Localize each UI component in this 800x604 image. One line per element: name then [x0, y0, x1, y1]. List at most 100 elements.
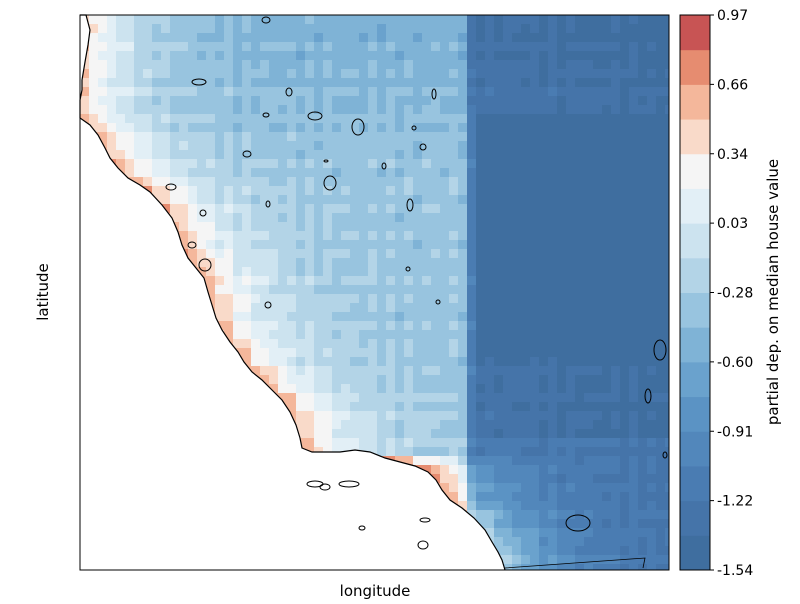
heatmap-cell — [665, 501, 669, 511]
heatmap-cell — [593, 96, 603, 106]
heatmap-cell — [566, 222, 576, 232]
heatmap-cell — [638, 312, 648, 322]
heatmap-cell — [476, 348, 486, 358]
heatmap-cell — [566, 483, 576, 493]
heatmap-cell — [611, 330, 621, 340]
heatmap-cell — [377, 150, 387, 160]
heatmap-cell — [638, 330, 648, 340]
heatmap-cell — [368, 69, 378, 79]
heatmap-cell — [521, 249, 531, 259]
heatmap-cell — [665, 510, 669, 520]
heatmap-cell — [395, 465, 405, 475]
heatmap-cell — [215, 474, 225, 484]
heatmap-cell — [314, 285, 324, 295]
heatmap-cell — [494, 393, 504, 403]
heatmap-cell — [449, 303, 459, 313]
heatmap-cell — [98, 222, 108, 232]
heatmap-cell — [98, 429, 108, 439]
heatmap-cell — [197, 519, 207, 529]
heatmap-cell — [89, 33, 99, 43]
heatmap-cell — [620, 285, 630, 295]
heatmap-cell — [593, 105, 603, 115]
heatmap-cell — [467, 366, 477, 376]
heatmap-cell — [611, 186, 621, 196]
heatmap-cell — [557, 330, 567, 340]
heatmap-cell — [134, 339, 144, 349]
heatmap-cell — [368, 276, 378, 286]
heatmap-cell — [440, 528, 450, 538]
heatmap-cell — [422, 105, 432, 115]
heatmap-cell — [431, 312, 441, 322]
heatmap-cell — [350, 33, 360, 43]
heatmap-cell — [548, 168, 558, 178]
heatmap-cell — [143, 51, 153, 61]
heatmap-cell — [98, 60, 108, 70]
heatmap-cell — [638, 240, 648, 250]
heatmap-cell — [179, 501, 189, 511]
heatmap-cell — [116, 267, 126, 277]
heatmap-cell — [224, 60, 234, 70]
heatmap-cell — [629, 123, 639, 133]
heatmap-cell — [161, 312, 171, 322]
heatmap-cell — [494, 537, 504, 547]
heatmap-cell — [80, 276, 90, 286]
heatmap-cell — [350, 204, 360, 214]
heatmap-cell — [134, 528, 144, 538]
heatmap-cell — [521, 276, 531, 286]
heatmap-cell — [278, 204, 288, 214]
heatmap-cell — [494, 249, 504, 259]
heatmap-cell — [206, 321, 216, 331]
heatmap-cell — [404, 186, 414, 196]
heatmap-cell — [611, 348, 621, 358]
heatmap-cell — [476, 366, 486, 376]
heatmap-cell — [458, 114, 468, 124]
heatmap-cell — [647, 150, 657, 160]
heatmap-cell — [377, 438, 387, 448]
heatmap-cell — [197, 114, 207, 124]
heatmap-cell — [557, 357, 567, 367]
heatmap-cell — [260, 15, 270, 25]
heatmap-cell — [170, 168, 180, 178]
heatmap-cell — [350, 312, 360, 322]
heatmap-cell — [314, 51, 324, 61]
heatmap-cell — [377, 393, 387, 403]
heatmap-cell — [116, 393, 126, 403]
heatmap-cell — [566, 33, 576, 43]
heatmap-cell — [602, 564, 612, 570]
heatmap-cell — [350, 177, 360, 187]
heatmap-cell — [188, 537, 198, 547]
heatmap-cell — [557, 96, 567, 106]
heatmap-cell — [548, 213, 558, 223]
heatmap-cell — [242, 87, 252, 97]
heatmap-cell — [251, 42, 261, 52]
heatmap-cell — [170, 519, 180, 529]
heatmap-cell — [287, 150, 297, 160]
heatmap-cell — [251, 492, 261, 502]
heatmap-cell — [458, 528, 468, 538]
heatmap-cell — [440, 456, 450, 466]
heatmap-cell — [206, 330, 216, 340]
heatmap-cell — [575, 195, 585, 205]
heatmap-cell — [413, 132, 423, 142]
heatmap-cell — [233, 123, 243, 133]
heatmap-cell — [485, 528, 495, 538]
heatmap-cell — [224, 213, 234, 223]
heatmap-cell — [638, 402, 648, 412]
heatmap-cell — [332, 564, 342, 570]
heatmap-cell — [269, 564, 279, 570]
heatmap-cell — [80, 456, 90, 466]
heatmap-cell — [512, 141, 522, 151]
heatmap-cell — [206, 339, 216, 349]
heatmap-cell — [188, 213, 198, 223]
heatmap-cell — [269, 231, 279, 241]
heatmap-cell — [404, 15, 414, 25]
heatmap-cell — [386, 447, 396, 457]
heatmap-cell — [620, 438, 630, 448]
heatmap-cell — [557, 483, 567, 493]
heatmap-cell — [611, 60, 621, 70]
heatmap-cell — [161, 465, 171, 475]
heatmap-cell — [476, 483, 486, 493]
heatmap-cell — [431, 105, 441, 115]
heatmap-cell — [341, 69, 351, 79]
heatmap-cell — [314, 60, 324, 70]
